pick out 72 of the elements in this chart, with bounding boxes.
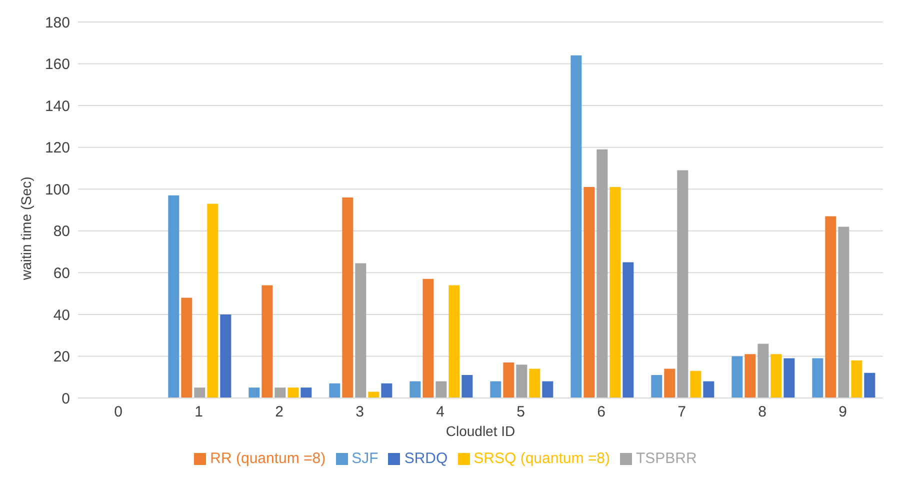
bar: [690, 370, 702, 398]
bar: [168, 195, 180, 398]
bar: [503, 362, 514, 398]
y-tick-label: 20: [53, 348, 70, 366]
x-tick-label: 2: [275, 404, 284, 421]
bar: [288, 388, 299, 398]
y-axis-title: waitin time (Sec): [18, 176, 34, 281]
bar: [490, 381, 502, 398]
bar: [410, 381, 421, 398]
y-tick-label: 160: [44, 56, 70, 74]
bar: [758, 344, 769, 398]
bar: [677, 170, 688, 398]
x-tick-label: 5: [516, 404, 525, 421]
x-tick-label: 6: [597, 404, 606, 421]
bar: [248, 388, 260, 398]
y-tick-label: 180: [44, 14, 70, 32]
bar: [596, 149, 608, 398]
bar: [664, 368, 676, 398]
bar: [207, 204, 218, 398]
bar: [516, 364, 528, 398]
bar: [300, 388, 312, 398]
bar: [651, 375, 662, 398]
bar: [851, 360, 862, 398]
legend-label: SJF: [352, 450, 378, 467]
y-tick-label: 100: [44, 181, 70, 198]
bar: [744, 354, 756, 398]
bar: [436, 381, 447, 398]
bar: [220, 314, 232, 398]
x-tick-label: 7: [678, 404, 686, 421]
bar: [703, 381, 714, 398]
legend-label: RR (quantum =8): [210, 450, 326, 467]
bar: [784, 358, 795, 398]
bar: [422, 278, 434, 398]
bar: [864, 372, 876, 398]
x-tick-label: 4: [436, 404, 444, 421]
bar: [770, 354, 782, 398]
bar: [194, 388, 206, 398]
bar: [342, 197, 354, 398]
x-tick-label: 8: [758, 404, 766, 421]
y-tick-label: 60: [53, 264, 70, 282]
bar: [381, 383, 392, 398]
x-tick-label: 1: [194, 404, 203, 421]
bar: [368, 392, 380, 398]
bar: [448, 285, 460, 398]
legend-label: TSPBRR: [636, 450, 697, 467]
x-tick-label: 9: [838, 404, 847, 421]
bar: [610, 187, 621, 398]
bar: [181, 298, 192, 398]
bar: [838, 226, 850, 398]
x-axis-title: Cloudlet ID: [446, 423, 516, 439]
bar: [584, 187, 595, 398]
bar: [262, 285, 273, 398]
bar: [529, 368, 540, 398]
legend-label: SRDQ: [404, 450, 448, 467]
y-tick-label: 80: [53, 223, 70, 240]
bar: [825, 216, 836, 398]
y-tick-label: 0: [62, 390, 70, 408]
y-tick-label: 120: [44, 140, 70, 157]
y-tick-label: 40: [53, 306, 70, 324]
bar: [732, 356, 743, 398]
x-tick-label: 3: [356, 404, 364, 421]
bar: [329, 383, 340, 398]
y-tick-label: 140: [44, 98, 70, 115]
bar: [570, 55, 582, 398]
bar: [462, 375, 473, 398]
bar: [542, 381, 554, 398]
bar: [812, 358, 824, 398]
bar: [274, 388, 286, 398]
bar: [355, 263, 366, 398]
bar: [622, 262, 634, 398]
legend-label: SRSQ (quantum =8): [474, 450, 610, 467]
x-tick-label: 0: [114, 404, 122, 421]
